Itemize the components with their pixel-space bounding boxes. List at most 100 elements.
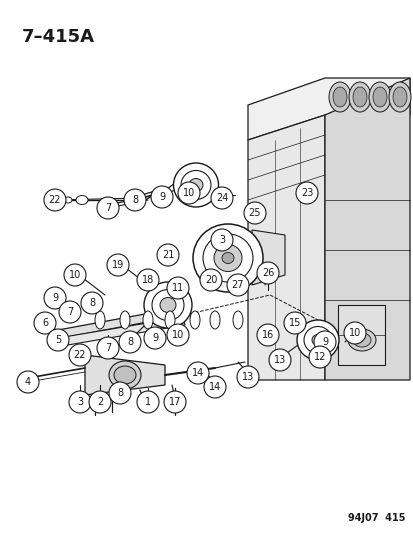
Polygon shape	[85, 355, 165, 395]
Text: 8: 8	[116, 388, 123, 398]
Ellipse shape	[59, 301, 81, 323]
Ellipse shape	[44, 287, 66, 309]
Ellipse shape	[236, 366, 259, 388]
Ellipse shape	[192, 224, 262, 292]
Ellipse shape	[109, 361, 141, 389]
Ellipse shape	[303, 327, 331, 353]
Text: 23: 23	[300, 188, 312, 198]
Text: 9: 9	[159, 192, 165, 202]
Ellipse shape	[332, 87, 346, 107]
Ellipse shape	[151, 186, 173, 208]
Ellipse shape	[392, 87, 406, 107]
Text: 2: 2	[97, 397, 103, 407]
Ellipse shape	[311, 335, 323, 345]
Ellipse shape	[47, 329, 69, 351]
Text: 20: 20	[204, 275, 217, 285]
Ellipse shape	[157, 244, 178, 266]
Text: 13: 13	[273, 355, 285, 365]
Text: 24: 24	[215, 193, 228, 203]
Ellipse shape	[137, 269, 159, 291]
Ellipse shape	[199, 269, 221, 291]
Ellipse shape	[22, 376, 34, 384]
Text: 94J07  415: 94J07 415	[348, 513, 405, 523]
Ellipse shape	[124, 189, 146, 211]
Text: 9: 9	[152, 333, 158, 343]
Polygon shape	[247, 115, 324, 380]
Text: 22: 22	[74, 350, 86, 360]
Text: 21: 21	[161, 250, 174, 260]
Text: 6: 6	[42, 318, 48, 328]
Text: 9: 9	[321, 337, 327, 347]
Text: 14: 14	[209, 382, 221, 392]
Text: 3: 3	[218, 235, 225, 245]
Ellipse shape	[164, 391, 185, 413]
Polygon shape	[324, 78, 409, 380]
Ellipse shape	[204, 376, 225, 398]
Polygon shape	[337, 305, 384, 365]
Ellipse shape	[352, 333, 370, 347]
Text: 26: 26	[261, 268, 273, 278]
Ellipse shape	[166, 277, 189, 299]
Ellipse shape	[221, 253, 233, 263]
Ellipse shape	[295, 182, 317, 204]
Ellipse shape	[95, 311, 105, 329]
Ellipse shape	[328, 82, 350, 112]
Ellipse shape	[189, 179, 202, 191]
Ellipse shape	[180, 171, 211, 199]
Text: 22: 22	[49, 195, 61, 205]
Ellipse shape	[211, 187, 233, 209]
Ellipse shape	[283, 312, 305, 334]
Text: 17: 17	[169, 397, 181, 407]
Ellipse shape	[178, 182, 199, 204]
Text: 7: 7	[67, 307, 73, 317]
Polygon shape	[58, 317, 185, 346]
Ellipse shape	[142, 311, 153, 329]
Ellipse shape	[17, 371, 39, 393]
Ellipse shape	[388, 82, 410, 112]
Ellipse shape	[372, 87, 386, 107]
Ellipse shape	[211, 229, 233, 251]
Text: 13: 13	[241, 372, 254, 382]
Ellipse shape	[214, 245, 242, 271]
Ellipse shape	[69, 344, 91, 366]
Ellipse shape	[256, 324, 278, 346]
Text: 4: 4	[25, 377, 31, 387]
Text: 3: 3	[77, 397, 83, 407]
Ellipse shape	[308, 346, 330, 368]
Text: 9: 9	[52, 293, 58, 303]
Ellipse shape	[76, 196, 88, 205]
Text: 10: 10	[171, 330, 184, 340]
Ellipse shape	[296, 320, 338, 360]
Ellipse shape	[243, 202, 266, 224]
Ellipse shape	[109, 382, 131, 404]
Polygon shape	[252, 230, 284, 285]
Text: 10: 10	[183, 188, 195, 198]
Ellipse shape	[114, 366, 136, 384]
Ellipse shape	[159, 297, 176, 312]
Ellipse shape	[352, 87, 366, 107]
Ellipse shape	[64, 197, 72, 203]
Ellipse shape	[348, 82, 370, 112]
Text: 25: 25	[248, 208, 261, 218]
Ellipse shape	[34, 312, 56, 334]
Ellipse shape	[347, 329, 375, 351]
Ellipse shape	[173, 163, 218, 207]
Text: 7: 7	[104, 343, 111, 353]
Text: 15: 15	[288, 318, 301, 328]
Ellipse shape	[97, 197, 119, 219]
Ellipse shape	[268, 349, 290, 371]
Ellipse shape	[202, 234, 252, 282]
Ellipse shape	[64, 264, 86, 286]
Ellipse shape	[81, 292, 103, 314]
Text: 8: 8	[89, 298, 95, 308]
Ellipse shape	[137, 391, 159, 413]
Ellipse shape	[343, 322, 365, 344]
Ellipse shape	[166, 324, 189, 346]
Text: 27: 27	[231, 280, 244, 290]
Text: 7: 7	[104, 203, 111, 213]
Text: 7–415A: 7–415A	[22, 28, 95, 46]
Text: 8: 8	[127, 337, 133, 347]
Text: 5: 5	[55, 335, 61, 345]
Ellipse shape	[144, 282, 192, 328]
Polygon shape	[58, 307, 185, 338]
